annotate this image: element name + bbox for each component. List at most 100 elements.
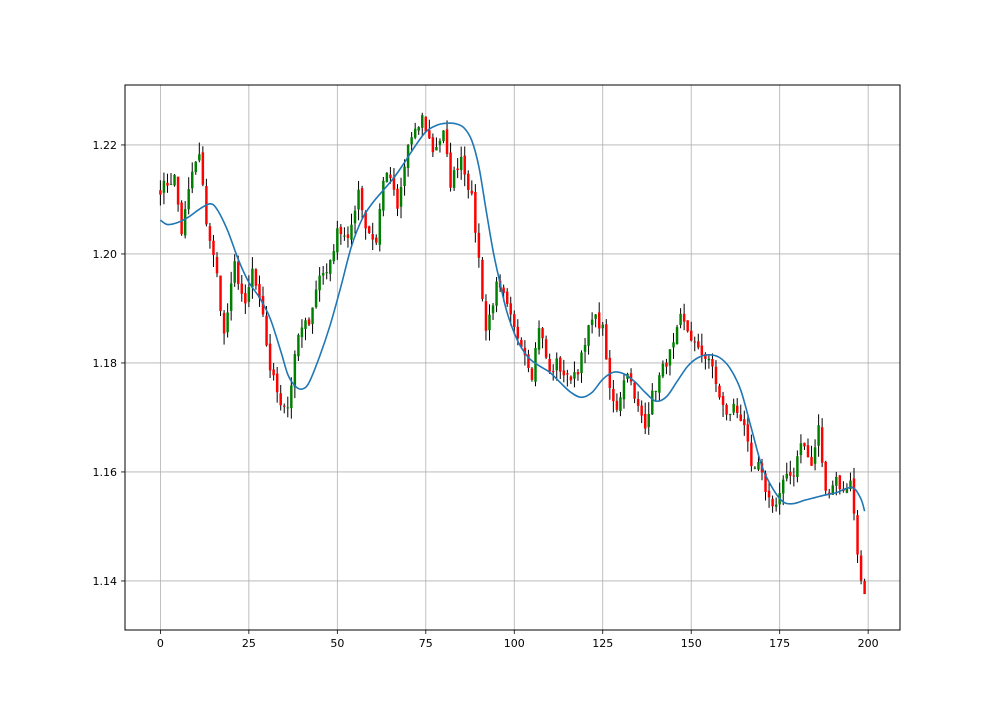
candle-up [817,425,820,446]
candle-up [587,325,590,346]
candle-down [389,174,392,179]
candle-down [803,442,806,447]
candle-down [215,256,219,274]
candle-down [824,461,827,491]
candle-up [417,127,420,131]
candle-down [527,354,530,369]
candle-up [198,154,201,161]
candle-down [700,345,704,356]
candle-up [537,328,541,350]
y-axis: 1.14 1.16 1.18 1.20 1.22 [93,139,125,588]
candle-up [329,259,332,274]
candle-down [597,312,601,329]
candle-up [580,352,583,374]
candle-up [672,342,675,348]
candle-down [576,371,580,375]
candle-up [668,349,672,366]
y-tick-label: 1.14 [93,575,118,588]
candle-down [272,369,275,376]
candle-up [190,171,194,189]
candle-down [244,293,247,304]
candle-down [541,328,544,339]
candle-up [845,488,849,493]
candle-up [675,327,679,345]
candle-down [371,234,374,240]
candle-up [619,397,622,411]
candle-up [183,209,187,236]
candle-down [697,341,700,348]
candle-up [378,208,382,245]
candle-down [665,362,668,367]
x-axis: 0 25 50 75 100 125 150 175 200 [157,630,879,650]
candle-down [463,155,466,175]
x-tick-label: 0 [157,637,164,650]
candle-down [764,473,767,492]
candle-up [251,268,254,288]
candle-up [233,261,236,283]
candle-down [640,405,643,416]
candle-down [307,319,311,325]
candle-down [629,373,633,382]
candle-down [711,358,714,367]
candle-up [728,413,732,415]
x-tick-label: 50 [330,637,344,650]
x-tick-label: 75 [419,637,433,650]
candle-down [544,339,548,358]
candle-down [718,385,721,398]
candle-down [863,581,866,595]
candle-down [530,368,534,380]
candle-down [852,478,856,514]
candle-down [548,358,551,372]
candle-down [792,475,796,477]
candle-up [311,307,314,325]
candle-down [339,226,343,235]
y-tick-label: 1.22 [93,139,118,152]
candle-up [488,314,491,331]
candle-down [445,129,449,155]
candle-up [583,344,587,352]
candle-down [449,152,452,188]
candle-up [353,210,357,224]
candle-up [321,273,325,276]
candle-down [806,445,810,458]
candle-down [428,130,431,139]
candle-up [647,413,650,428]
candle-up [661,363,665,377]
candle-down [859,555,863,581]
candle-down [827,492,831,494]
candle-down [470,190,474,194]
candle-down [739,414,742,422]
candle-up [654,390,658,392]
candle-up [781,479,785,494]
candle-up [343,235,346,237]
candle-down [396,188,399,209]
x-tick-label: 175 [769,637,790,650]
candle-up [658,375,661,393]
candle-down [559,357,562,372]
candle-up [385,172,389,183]
candle-down [636,398,640,406]
candle-down [222,312,226,334]
candle-down [643,413,647,429]
candle-down [208,226,212,241]
candle-up [300,327,304,338]
candle-down [159,190,162,195]
candle-down [566,373,569,375]
candle-up [442,130,445,142]
candle-down [569,376,573,381]
candle-down [212,240,215,256]
candle-down [375,237,378,243]
candle-up [304,320,307,329]
candle-down [392,176,396,190]
candle-down [551,371,555,373]
candle-down [612,388,615,402]
candle-up [679,313,682,325]
candle-up [495,281,498,306]
candle-down [721,395,725,406]
candle-up [226,312,229,333]
candle-down [364,211,367,229]
candle-down [237,261,240,284]
candle-down [686,320,689,332]
